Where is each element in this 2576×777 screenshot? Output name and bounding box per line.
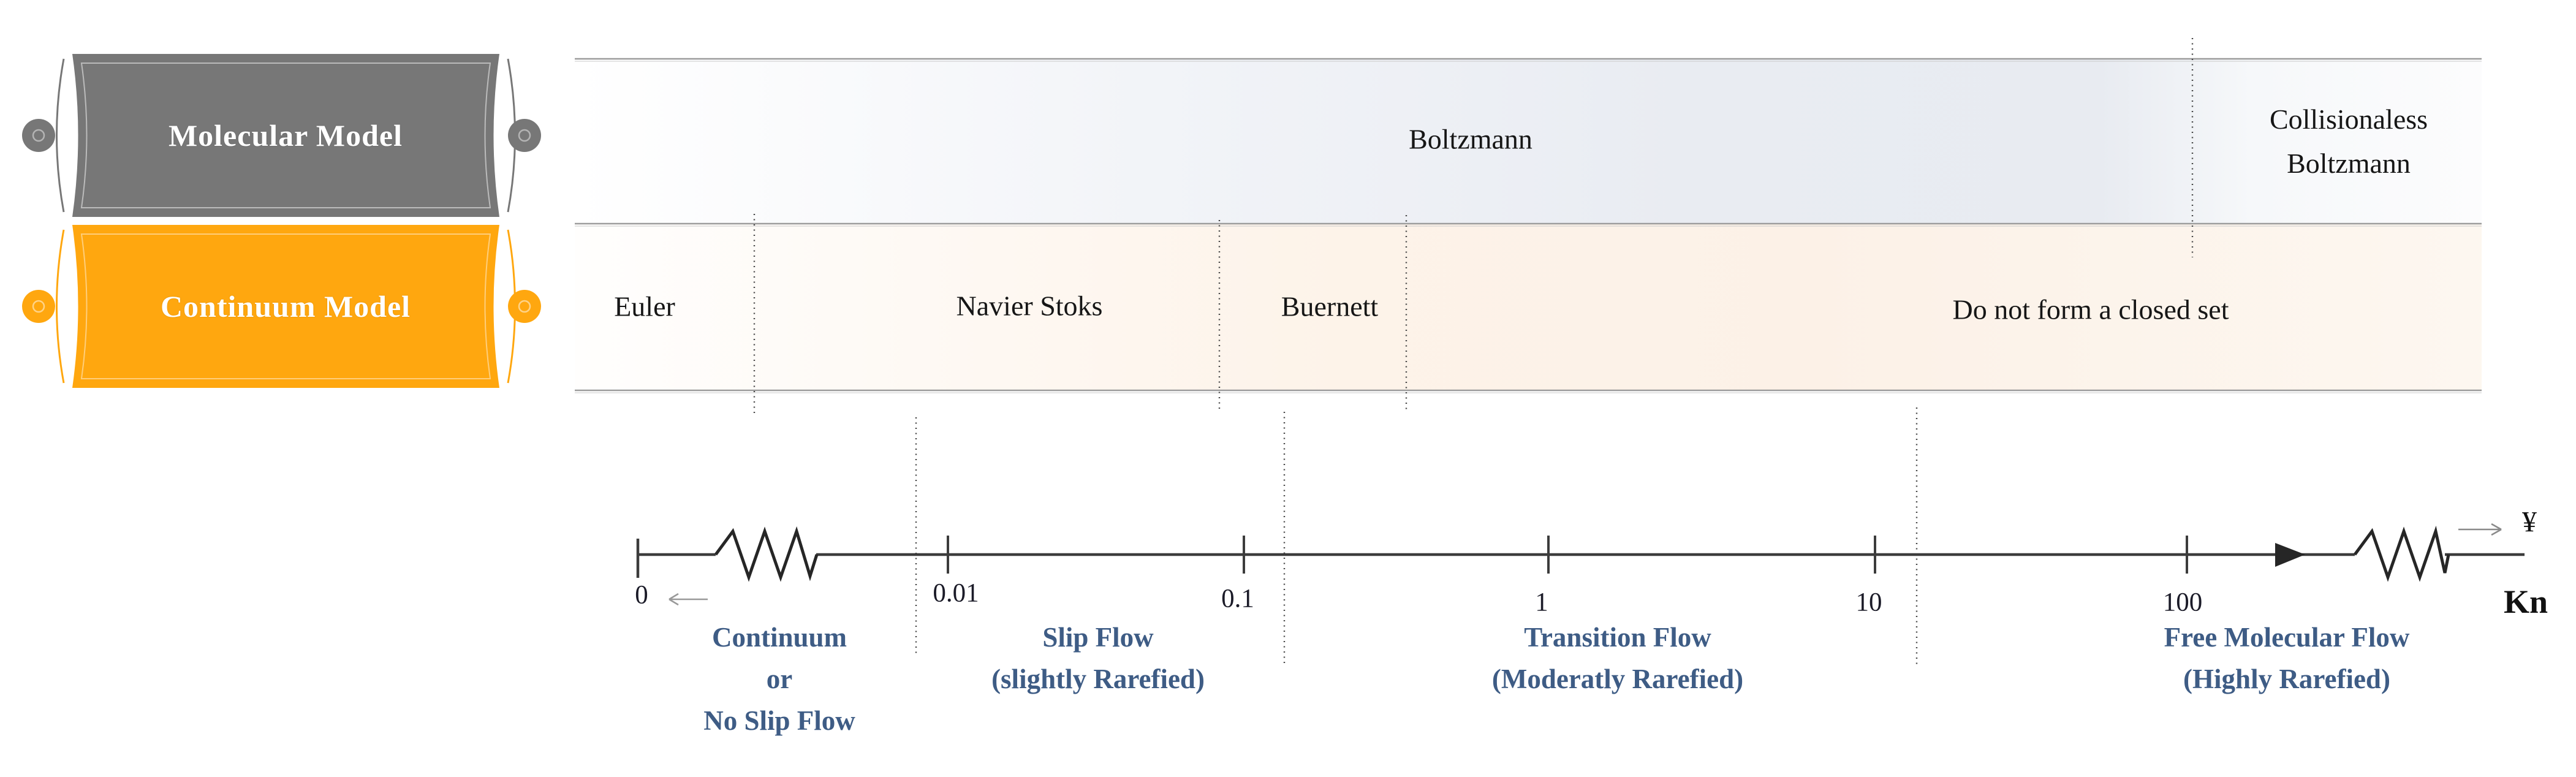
axis-arrowhead-icon: [2275, 543, 2305, 567]
molecular-badge-left-curve: [56, 58, 65, 213]
continuum-band: [575, 224, 2482, 390]
molecular-badge-body: [72, 54, 499, 217]
continuum-badge-right-knob: [508, 290, 541, 323]
continuum-badge-left-knob: [22, 290, 55, 323]
regime-continuum-line2: or: [766, 664, 793, 694]
navier-stokes-region-label: Navier Stoks: [956, 290, 1103, 322]
regime-free-line2: (Highly Rarefied): [2183, 664, 2390, 694]
no-closed-set-label: Do not form a closed set: [1952, 294, 2229, 325]
molecular-badge-right-knob: [508, 119, 541, 152]
regime-transition-line1: Transition Flow: [1524, 622, 1711, 653]
boltzmann-region-label: Boltzmann: [1409, 123, 1532, 155]
collisionless-line2: Boltzmann: [2287, 148, 2411, 179]
regime-transition-line2: (Moderatly Rarefied): [1491, 664, 1744, 694]
molecular-model-label: Molecular Model: [168, 118, 403, 153]
kn-axis-title: Kn: [2503, 583, 2548, 620]
euler-region-label: Euler: [614, 290, 675, 322]
regime-slip-line1: Slip Flow: [1042, 622, 1154, 653]
regime-free-molecular-flow: Free Molecular Flow (Highly Rarefied): [2164, 616, 2410, 700]
molecular-badge-left-knob: [22, 119, 55, 152]
molecular-model-badge: [22, 54, 541, 217]
regime-continuum-line3: No Slip Flow: [703, 705, 855, 736]
molecular-badge-inner-border: [80, 63, 491, 208]
continuum-model-label: Continuum Model: [160, 289, 411, 324]
regime-free-line1: Free Molecular Flow: [2164, 622, 2410, 653]
regime-slip-line2: (slightly Rarefied): [991, 664, 1205, 694]
continuum-model-badge: [22, 225, 541, 388]
continuum-badge-left-knob-ring: [32, 300, 45, 313]
burnett-region-label: Buernett: [1281, 290, 1379, 322]
axis-label-0-1: 0.1: [1221, 584, 1254, 613]
axis-label-1: 1: [1535, 588, 1548, 617]
infinity-symbol: ¥: [2522, 506, 2537, 539]
collisionless-boltzmann-label: Collisionaless Boltzmann: [2270, 97, 2428, 186]
regime-slip-flow: Slip Flow (slightly Rarefied): [991, 616, 1205, 700]
resistor-symbol-right: [2353, 525, 2450, 582]
continuum-badge-right-knob-ring: [518, 300, 531, 313]
molecular-badge-right-knob-ring: [518, 129, 531, 142]
resistor-symbol-left: [714, 526, 819, 582]
axis-label-100: 100: [2162, 588, 2203, 617]
continuum-badge-left-curve: [56, 229, 65, 384]
regime-continuum-line1: Continuum: [711, 622, 847, 653]
regime-transition-flow: Transition Flow (Moderatly Rarefied): [1492, 616, 1743, 700]
boltzmann-band: [575, 59, 2482, 224]
left-arrow-icon: [669, 593, 708, 606]
axis-label-10: 10: [1855, 588, 1882, 617]
collisionless-line1: Collisionaless: [2269, 104, 2428, 135]
continuum-badge-body: [72, 225, 499, 388]
regime-continuum-no-slip: Continuum or No Slip Flow: [703, 616, 855, 741]
axis-label-0: 0: [635, 580, 648, 610]
continuum-badge-inner-border: [80, 233, 491, 379]
right-arrow-icon: [2458, 523, 2502, 536]
axis-label-0-01: 0.01: [933, 578, 979, 608]
molecular-badge-left-knob-ring: [32, 129, 45, 142]
